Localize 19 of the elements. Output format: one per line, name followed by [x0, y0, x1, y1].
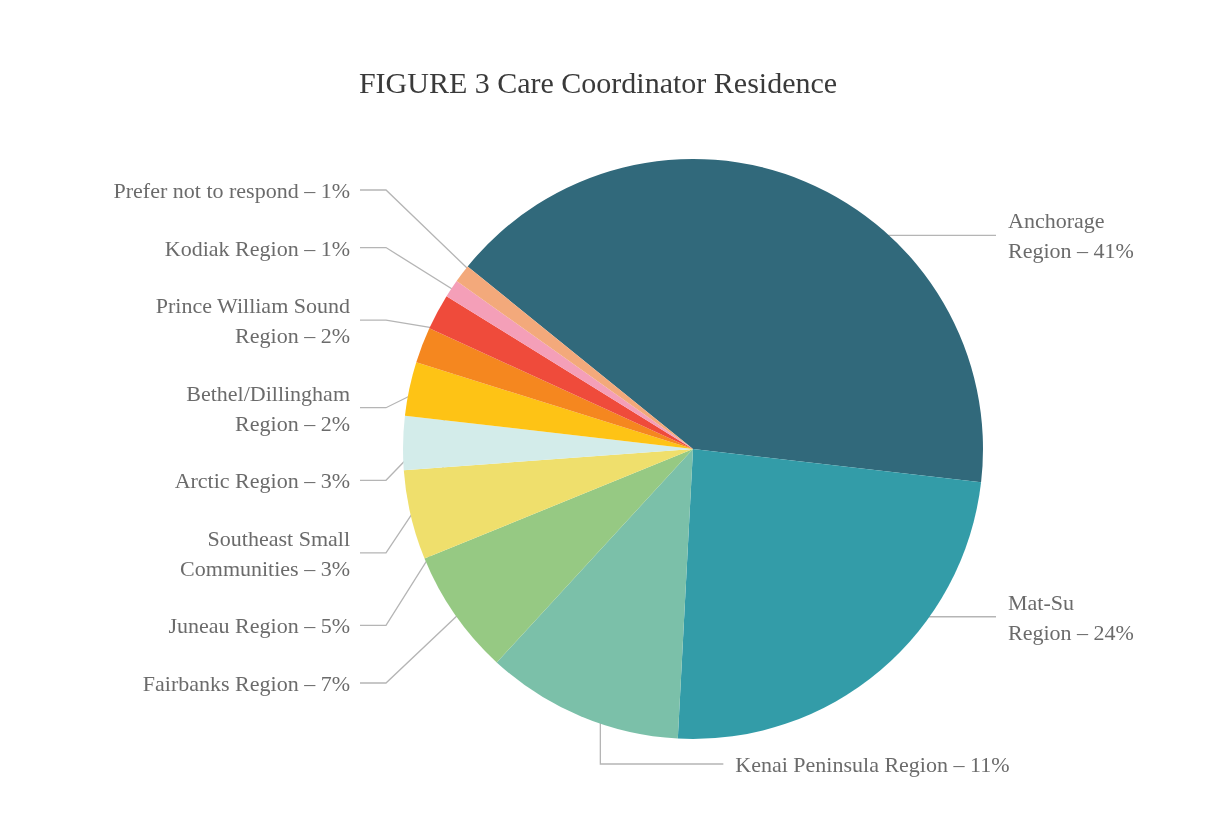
- pie-slice: [677, 449, 982, 739]
- pie-slice: [403, 449, 693, 559]
- slice-label: Prefer not to respond – 1%: [113, 177, 350, 203]
- pie-slice: [467, 159, 983, 483]
- pie-slice: [424, 449, 693, 663]
- slice-label: Kenai Peninsula Region – 11%: [735, 751, 1010, 777]
- pie-slice: [404, 362, 693, 449]
- pie-slice: [496, 449, 693, 739]
- slice-label: Kodiak Region – 1%: [164, 235, 350, 261]
- slice-label: Bethel/Dillingham Region – 2%: [186, 380, 350, 436]
- slice-label: Southeast Small Communities – 3%: [180, 525, 350, 581]
- slice-label: Fairbanks Region – 7%: [142, 670, 350, 696]
- slice-label: Juneau Region – 5%: [168, 612, 350, 638]
- slice-label: Prince William Sound Region – 2%: [155, 292, 350, 348]
- slice-label: Mat-Su Region – 24%: [1008, 589, 1134, 645]
- chart-title: FIGURE 3 Care Coordinator Residence: [357, 66, 839, 100]
- pie-slice: [416, 328, 693, 449]
- slice-label: Arctic Region – 3%: [174, 467, 350, 493]
- slice-label: Anchorage Region – 41%: [1008, 207, 1134, 263]
